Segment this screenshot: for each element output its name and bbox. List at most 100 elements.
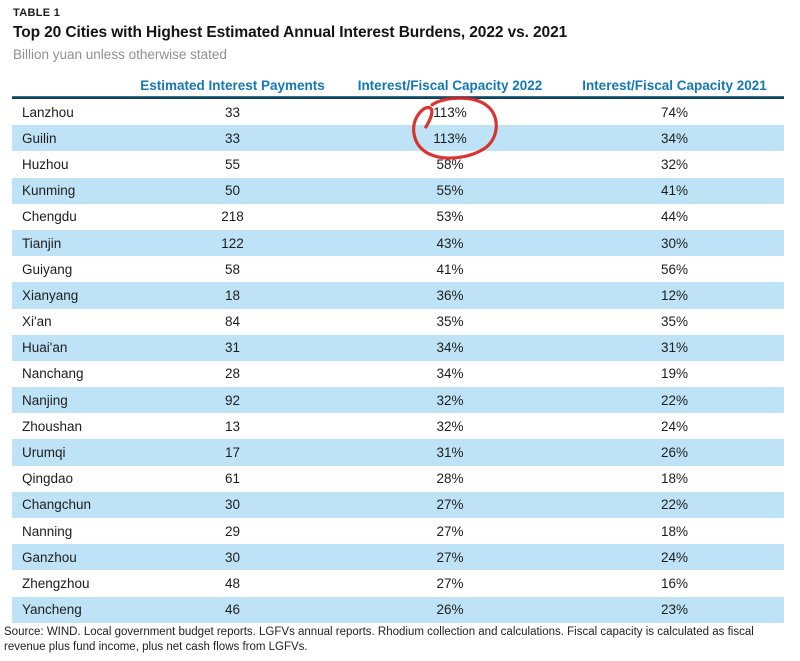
table-row: Qingdao 61 28% 18% [12,466,784,492]
table-body: Lanzhou 33 113% 74% Guilin 33 113% 34% H… [12,99,784,623]
table-row: Guilin 33 113% 34% [12,125,784,152]
capacity-2021-cell: 34% [660,130,689,146]
capacity-2021-cell: 18% [660,523,689,539]
capacity-2022-cell: 32% [436,418,464,434]
table-row: Tianjin 122 43% 30% [12,229,784,257]
city-cell: Chengdu [22,209,77,225]
city-cell: Zhoushan [22,418,83,434]
city-cell: Urumqi [22,445,66,461]
capacity-2021-cell: 24% [660,418,689,434]
interest-payments-cell: 33 [224,130,241,146]
interest-payments-cell: 28 [224,366,241,382]
table-row: Huai'an 31 34% 31% [12,334,784,361]
capacity-2022-cell: 32% [436,392,464,408]
city-cell: Changchun [22,497,92,513]
capacity-2021-cell: 35% [660,314,689,330]
capacity-2021-cell: 31% [660,340,689,356]
table-row: Guiyang 58 41% 56% [12,256,784,282]
table-row: Xianyang 18 36% 12% [12,282,784,309]
interest-payments-cell: 30 [224,497,241,513]
capacity-2022-cell: 34% [436,340,464,356]
table-row: Huzhou 55 58% 32% [12,151,784,177]
capacity-2022-cell: 113% [433,104,467,120]
capacity-2022-cell: 31% [436,445,464,461]
interest-payments-cell: 46 [224,602,241,618]
city-cell: Ganzhou [22,549,77,565]
interest-payments-cell: 92 [224,392,241,408]
city-cell: Lanzhou [22,104,74,120]
capacity-2021-cell: 41% [660,183,689,199]
capacity-2021-cell: 12% [660,287,689,303]
table-row: Nanchang 28 34% 19% [12,361,784,387]
city-cell: Huzhou [22,156,69,172]
city-cell: Guiyang [22,261,73,277]
table-row: Yancheng 46 26% 23% [12,596,784,623]
capacity-2021-cell: 18% [660,471,689,487]
city-cell: Xianyang [22,287,79,303]
table-row: Nanning 29 27% 18% [12,518,784,544]
interest-payments-cell: 218 [221,209,244,225]
table-subtitle: Billion yuan unless otherwise stated [13,47,227,62]
table-row: Chengdu 218 53% 44% [12,204,784,230]
source-note: Source: WIND. Local government budget re… [4,626,754,653]
capacity-2022-cell: 35% [436,314,464,330]
table-row: Nanjing 92 32% 22% [12,387,784,414]
capacity-2021-cell: 44% [660,209,689,225]
capacity-2022-cell: 27% [436,497,464,513]
interest-payments-cell: 31 [224,340,241,356]
capacity-2022-cell: 41% [436,261,464,277]
capacity-2021-cell: 22% [660,497,689,513]
table-label: TABLE 1 [13,7,61,19]
city-cell: Huai'an [22,340,68,356]
table-row: Changchun 30 27% 22% [12,491,784,518]
capacity-2022-cell: 113% [433,130,467,146]
interest-payments-cell: 55 [224,156,241,172]
capacity-2022-cell: 34% [436,366,464,382]
interest-payments-cell: 17 [224,445,241,461]
header-estimated-interest-payments: Estimated Interest Payments [140,78,325,93]
capacity-2022-cell: 27% [436,575,464,591]
city-cell: Zhengzhou [22,575,90,591]
interest-payments-cell: 33 [224,104,241,120]
city-cell: Nanchang [22,366,84,382]
capacity-2022-cell: 55% [436,183,464,199]
capacity-2021-cell: 23% [660,602,689,618]
capacity-2021-cell: 22% [660,392,689,408]
capacity-2022-cell: 43% [436,235,464,251]
city-cell: Nanjing [22,392,68,408]
capacity-2021-cell: 24% [660,549,689,565]
interest-payments-cell: 122 [221,235,244,251]
table-row: Zhengzhou 48 27% 16% [12,570,784,596]
table-top-rule [12,96,784,99]
table-row: Ganzhou 30 27% 24% [12,544,784,571]
capacity-2022-cell: 27% [436,549,464,565]
capacity-2022-cell: 36% [436,287,464,303]
interest-payments-cell: 13 [224,418,241,434]
capacity-2022-cell: 27% [436,523,464,539]
interest-payments-cell: 30 [224,549,241,565]
capacity-2021-cell: 74% [660,104,689,120]
capacity-2022-cell: 58% [436,156,464,172]
capacity-2021-cell: 19% [660,366,689,382]
table-row: Urumqi 17 31% 26% [12,439,784,466]
interest-payments-cell: 84 [224,314,241,330]
capacity-2021-cell: 26% [660,445,689,461]
city-cell: Qingdao [22,471,74,487]
capacity-2021-cell: 56% [660,261,689,277]
city-cell: Xi'an [22,314,52,330]
interest-payments-cell: 61 [224,471,241,487]
capacity-2021-cell: 30% [660,235,689,251]
city-cell: Kunming [22,183,76,199]
interest-payments-cell: 29 [224,523,241,539]
table-row: Xi'an 84 35% 35% [12,309,784,335]
table-row: Lanzhou 33 113% 74% [12,99,784,125]
capacity-2021-cell: 32% [660,156,689,172]
city-cell: Tianjin [22,235,62,251]
interest-payments-cell: 48 [224,575,241,591]
table-header-row: Estimated Interest Payments Interest/Fis… [12,75,784,96]
table-row: Kunming 50 55% 41% [12,177,784,204]
capacity-2022-cell: 53% [436,209,464,225]
capacity-2021-cell: 16% [660,575,689,591]
capacity-2022-cell: 28% [436,471,464,487]
